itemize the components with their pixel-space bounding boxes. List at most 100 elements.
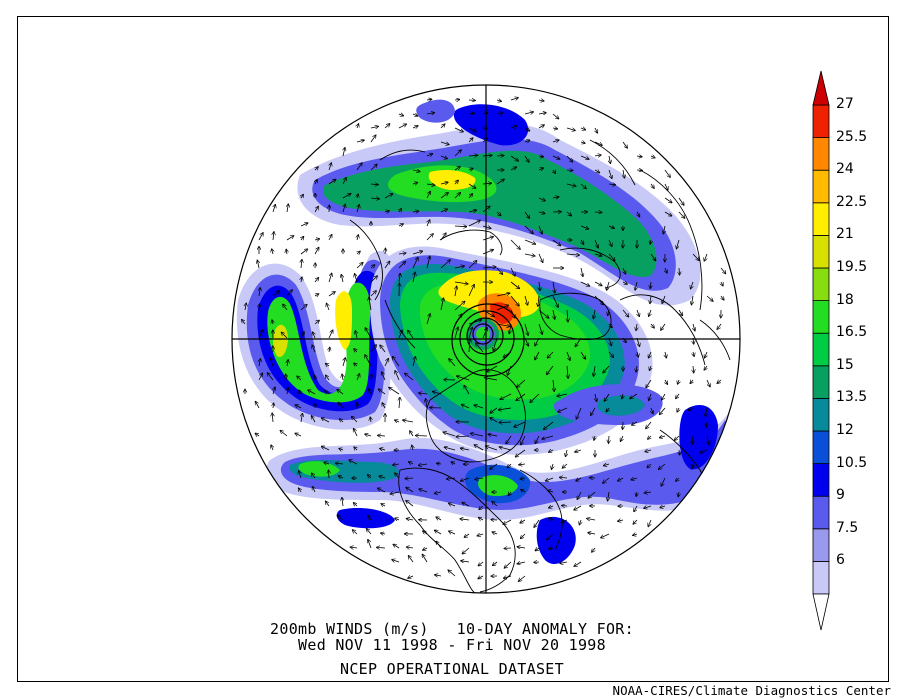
wind-vector-arrow [370, 198, 379, 199]
wind-vector-arrow [477, 534, 484, 536]
wind-vector-arrow [454, 150, 461, 157]
colorbar-segment [812, 528, 830, 562]
wind-vector-arrow [343, 358, 345, 367]
wind-vector-arrow [482, 226, 491, 228]
wind-vector-arrow [370, 127, 378, 129]
wind-vector-arrow [651, 407, 653, 414]
wind-vector-arrow [561, 520, 568, 522]
wind-vector-arrow [329, 235, 332, 241]
wind-vector-arrow [496, 156, 504, 157]
title-line-1: 200mb WINDS (m/s) 10-DAY ANOMALY FOR: [270, 620, 634, 638]
wind-vector-arrow [664, 211, 672, 216]
wind-vector-arrow [426, 314, 430, 325]
wind-vector-arrow [580, 128, 585, 130]
wind-vector-arrow [423, 548, 428, 550]
wind-vector-arrow [342, 194, 351, 199]
wind-vector-arrow [445, 447, 456, 451]
wind-vector-arrow [436, 517, 442, 520]
wind-vector-arrow [504, 576, 512, 578]
colorbar-tick-label: 15 [836, 356, 854, 373]
wind-vector-arrow [329, 163, 331, 171]
wind-vector-arrow [357, 374, 360, 381]
wind-vector-arrow [403, 420, 414, 422]
wind-vector-arrow [468, 127, 476, 132]
contour-region [685, 468, 721, 507]
wind-vector-arrow [637, 351, 638, 357]
wind-vector-arrow [301, 195, 303, 198]
wind-vector-arrow [631, 478, 638, 480]
wind-vector-arrow [705, 407, 707, 416]
colorbar-tick-label: 25.5 [836, 128, 868, 145]
wind-vector-arrow [468, 328, 472, 339]
wind-vector-arrow [622, 309, 629, 317]
wind-vector-arrow [381, 504, 386, 506]
wind-vector-arrow [560, 562, 568, 563]
wind-vector-arrow [380, 449, 386, 451]
wind-vector-arrow [242, 320, 246, 325]
wind-vector-arrow [496, 179, 504, 185]
wind-vector-arrow [461, 477, 470, 481]
wind-vector-arrow [634, 505, 638, 511]
wind-vector-arrow [553, 170, 555, 173]
wind-vector-arrow [538, 100, 544, 101]
wind-vector-arrow [552, 128, 557, 129]
wind-vector-arrow [717, 380, 722, 383]
title-line-2: Wed NOV 11 1998 - Fri NOV 20 1998 [298, 636, 606, 654]
colorbar-segment [812, 561, 830, 595]
wind-vector-arrow [510, 167, 516, 170]
wind-vector-arrow [447, 478, 456, 479]
wind-vector-arrow [380, 345, 386, 353]
wind-vector-arrow [645, 450, 652, 452]
wind-vector-arrow [314, 320, 319, 325]
coastline-segment [589, 139, 636, 186]
wind-vector-arrow [479, 505, 484, 509]
wind-vector-arrow [636, 156, 642, 157]
wind-vector-arrow [440, 298, 444, 311]
wind-vector-arrow [468, 210, 476, 212]
wind-vector-arrow [476, 343, 484, 353]
wind-vector-arrow [706, 295, 713, 301]
wind-vector-arrow [648, 436, 651, 439]
wind-vector-arrow [553, 281, 555, 293]
wind-vector-arrow [647, 463, 652, 468]
wind-vector-arrow [506, 435, 512, 444]
wind-vector-arrow [688, 408, 694, 410]
wind-vector-arrow [272, 291, 279, 297]
wind-vector-arrow [595, 127, 597, 133]
wind-vector-arrow [468, 320, 481, 325]
wind-vector-arrow [395, 518, 400, 520]
wind-vector-arrow [496, 113, 503, 114]
wind-vector-arrow [356, 140, 364, 142]
wind-vector-arrow [355, 331, 357, 339]
wind-vector-arrow [487, 365, 498, 372]
wind-vector-arrow [486, 446, 498, 451]
wind-vector-arrow [595, 393, 597, 401]
wind-vector-arrow [623, 169, 624, 178]
wind-vector-arrow [413, 273, 415, 283]
wind-vector-arrow [382, 403, 385, 409]
wind-vector-arrow [326, 501, 330, 507]
wind-vector-arrow [301, 237, 304, 240]
wind-vector-arrow [663, 225, 665, 234]
wind-vector-arrow [609, 435, 610, 443]
colorbar-segment [812, 202, 830, 236]
wind-vector-arrow [621, 435, 624, 441]
wind-vector-arrow [587, 519, 596, 521]
wind-vector-arrow [312, 473, 316, 479]
wind-vector-arrow [580, 183, 586, 189]
colorbar-tick-label: 22.5 [836, 193, 868, 210]
wind-vector-arrow [646, 379, 652, 388]
colorbar-tick-label: 19.5 [836, 259, 868, 275]
wind-vector-arrow [343, 204, 345, 213]
wind-vector-arrow [517, 562, 526, 564]
wind-vector-arrow [594, 141, 602, 145]
wind-vector-arrow [433, 392, 442, 394]
colorbar-segment [812, 495, 830, 530]
title-line-3: NCEP OPERATIONAL DATASET [340, 660, 564, 678]
wind-vector-arrow [406, 501, 414, 507]
wind-vector-arrow [609, 155, 610, 163]
wind-vector-arrow [370, 184, 378, 185]
colorbar-segment [812, 430, 830, 464]
wind-vector-arrow [389, 388, 400, 395]
wind-vector-arrow [637, 309, 639, 316]
